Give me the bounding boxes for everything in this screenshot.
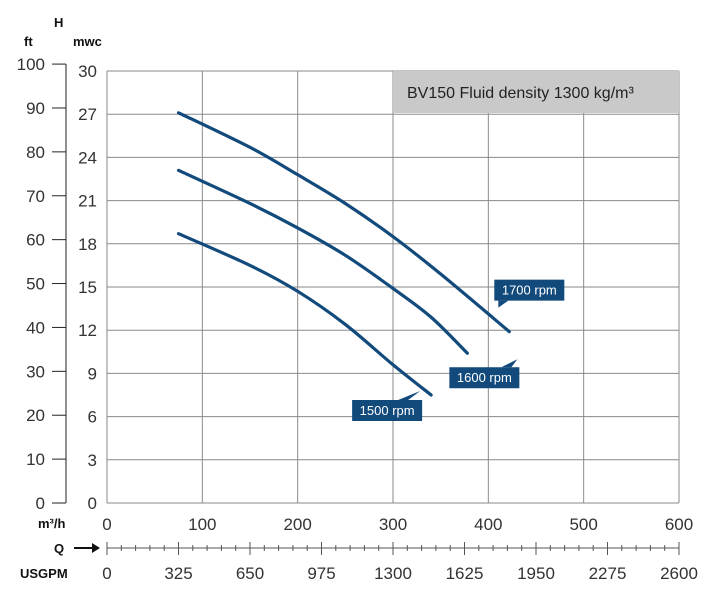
usgpm-tick-label: 650	[236, 564, 264, 583]
ft-tick-label: 70	[26, 187, 45, 206]
m3h-tick-label: 600	[665, 515, 693, 534]
series-tag-1700-rpm-pointer	[498, 300, 509, 308]
series-tag-1500-rpm-box	[352, 400, 423, 421]
usgpm-tick-label: 0	[102, 564, 111, 583]
usgpm-axis-title: USGPM	[20, 566, 68, 581]
series-tag-1500-rpm-label: 1500 rpm	[360, 403, 415, 418]
mwc-unit-label: mwc	[73, 34, 102, 49]
ft-unit-label: ft	[24, 34, 33, 49]
mwc-tick-label: 9	[88, 364, 97, 383]
series-tag-1700-rpm-box	[494, 279, 565, 301]
usgpm-tick-label: 2275	[589, 564, 627, 583]
ft-tick-label: 80	[26, 143, 45, 162]
mwc-tick-label: 0	[88, 494, 97, 513]
series-tag-1600-rpm-box	[449, 367, 520, 389]
ft-tick-label: 20	[26, 406, 45, 425]
m3h-axis-title: m³/h	[38, 516, 66, 531]
usgpm-tick-label: 1950	[517, 564, 555, 583]
chart-title: BV150 Fluid density 1300 kg/m³	[407, 85, 634, 102]
usgpm-tick-label: 325	[164, 564, 192, 583]
ft-tick-label: 50	[26, 275, 45, 294]
mwc-tick-label: 3	[88, 451, 97, 470]
mwc-tick-label: 21	[78, 192, 97, 211]
m3h-tick-label: 400	[474, 515, 502, 534]
series-line-1500-rpm	[176, 232, 433, 397]
x-axes: 0 100 200 300 400 500 600 0 325 650 975 1300 1625 195…	[102, 515, 698, 583]
q-arrowhead	[92, 543, 100, 553]
ft-tick-label: 100	[17, 55, 45, 74]
ft-tick-label: 90	[26, 99, 45, 118]
series-line-1700-rpm	[176, 111, 511, 334]
ft-tick-label: 10	[26, 450, 45, 469]
series-tags: 1700 rpm 1600 rpm 1500 rpm	[352, 279, 565, 421]
m3h-tick-label: 300	[379, 515, 407, 534]
y-axes: 0 10 20 30 40 50 60 70 80 90 100 0 3 6 9 12 15 18 21 24 27 30	[17, 55, 97, 513]
mwc-tick-label: 27	[78, 105, 97, 124]
mwc-tick-label: 24	[78, 148, 97, 167]
series-tag-1500-rpm-pointer	[398, 391, 421, 400]
mwc-tick-label: 18	[78, 235, 97, 254]
series-tag-1600-rpm-label: 1600 rpm	[457, 370, 512, 385]
usgpm-tick-label: 1300	[374, 564, 412, 583]
title-box	[393, 71, 679, 113]
usgpm-tick-label: 975	[307, 564, 335, 583]
series-line-1600-rpm	[176, 168, 469, 355]
series-tag-1700-rpm-label: 1700 rpm	[502, 283, 557, 298]
usgpm-tick-label: 1625	[446, 564, 484, 583]
usgpm-tick-label: 2600	[660, 564, 698, 583]
ft-tick-label: 0	[36, 494, 45, 513]
m3h-tick-label: 500	[569, 515, 597, 534]
ft-tick-label: 60	[26, 231, 45, 250]
m3h-tick-label: 0	[102, 515, 111, 534]
mwc-tick-label: 30	[78, 62, 97, 81]
mwc-tick-label: 15	[78, 278, 97, 297]
ft-tick-label: 30	[26, 362, 45, 381]
m3h-tick-label: 200	[283, 515, 311, 534]
ft-tick-label: 40	[26, 318, 45, 337]
mwc-tick-label: 6	[88, 408, 97, 427]
q-axis-title: Q	[54, 541, 64, 556]
head-axis-title: H	[54, 15, 63, 30]
mwc-tick-label: 12	[78, 321, 97, 340]
series-lines	[176, 111, 511, 397]
m3h-tick-label: 100	[188, 515, 216, 534]
series-tag-1600-rpm-pointer	[501, 359, 518, 368]
